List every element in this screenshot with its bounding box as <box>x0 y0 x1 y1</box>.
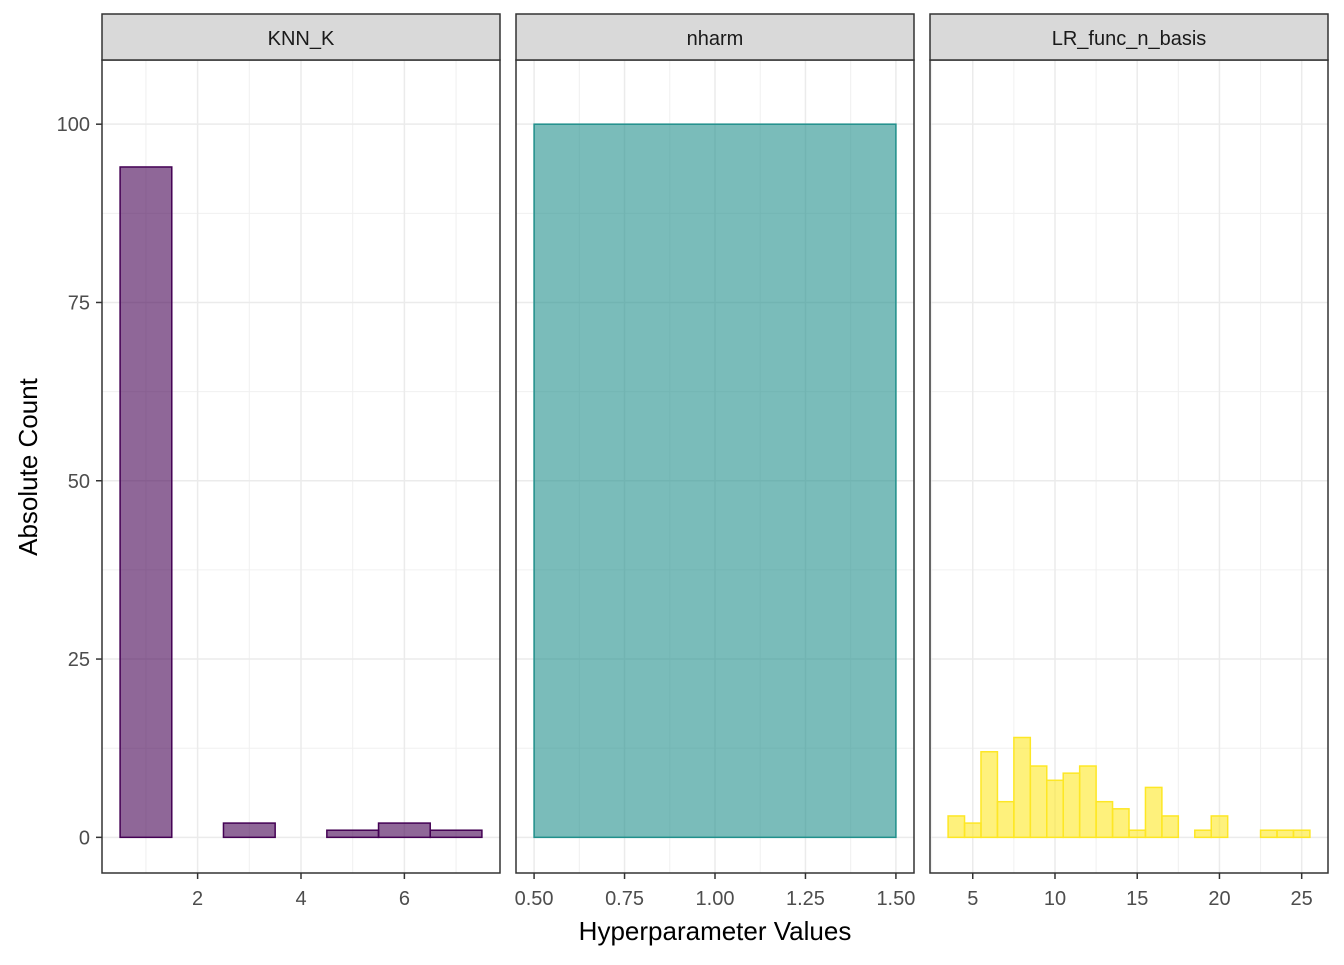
y-tick-label: 50 <box>68 471 90 493</box>
histogram-bar <box>947 815 966 839</box>
x-tick-label: 0.50 <box>515 888 554 910</box>
histogram-bar <box>533 123 897 839</box>
facet-strip <box>515 13 915 61</box>
histogram-bar <box>1062 772 1081 839</box>
histogram-bar <box>996 800 1015 839</box>
histogram-bar <box>1029 765 1048 839</box>
histogram-bar <box>1128 829 1147 839</box>
x-tick-label: 1.50 <box>876 888 915 910</box>
x-tick-label: 1.00 <box>696 888 735 910</box>
facet-strip-label: KNN_K <box>268 28 335 50</box>
facet-strip <box>101 13 501 61</box>
panel-background <box>930 60 1328 873</box>
histogram-bar <box>119 166 173 839</box>
histogram-bar <box>1144 786 1163 839</box>
facet-strip-label: LR_func_n_basis <box>1052 28 1207 50</box>
x-tick-label: 25 <box>1291 888 1313 910</box>
histogram-bar <box>1095 800 1114 839</box>
histogram-bar <box>1046 779 1064 839</box>
histogram-bar <box>1111 808 1130 839</box>
x-axis-title: Hyperparameter Values <box>579 916 852 946</box>
y-tick-label: 25 <box>68 649 90 671</box>
x-tick-label: 10 <box>1044 888 1066 910</box>
y-axis: 0 25 50 75 100 <box>57 114 102 849</box>
x-tick-label: 15 <box>1126 888 1148 910</box>
y-tick-label: 0 <box>79 827 90 849</box>
x-tick-label: 2 <box>192 888 203 910</box>
x-tick-label: 6 <box>399 888 410 910</box>
x-tick-label: 4 <box>295 888 306 910</box>
facet-panels: KNN_K 2 4 6 nharm 0.50 0.75 1.00 1.25 1.50 LR_func… <box>101 13 1329 910</box>
y-tick-label: 75 <box>68 292 90 314</box>
x-tick-label: 0.75 <box>605 888 644 910</box>
x-tick-label: 1.25 <box>786 888 825 910</box>
y-tick-label: 100 <box>57 114 90 136</box>
histogram-bar <box>963 822 982 839</box>
histogram-bar <box>980 751 999 839</box>
histogram-bar <box>377 822 431 839</box>
histogram-bar <box>1078 765 1097 839</box>
histogram-bar <box>1292 829 1311 839</box>
facet-panel-KNN_K: KNN_K 2 4 6 <box>101 13 501 910</box>
histogram-bar <box>1161 815 1180 839</box>
facet-panel-nharm: nharm 0.50 0.75 1.00 1.25 1.50 <box>515 13 915 910</box>
histogram-bar <box>429 829 483 839</box>
facet-strip-label: nharm <box>687 28 744 50</box>
y-axis-title: Absolute Count <box>13 377 43 556</box>
x-tick-label: 5 <box>967 888 978 910</box>
histogram-bar <box>1276 829 1295 839</box>
histogram-bar <box>1210 815 1229 839</box>
histogram-bar <box>326 829 380 839</box>
facet-strip <box>929 13 1329 61</box>
histogram-bar <box>1194 829 1212 839</box>
facet-panel-LR_func_n_basis: LR_func_n_basis 5 10 15 20 25 <box>929 13 1329 910</box>
histogram-bar <box>1013 736 1032 839</box>
x-tick-label: 20 <box>1208 888 1230 910</box>
histogram-bar <box>222 822 276 839</box>
histogram-bar <box>1259 829 1278 839</box>
